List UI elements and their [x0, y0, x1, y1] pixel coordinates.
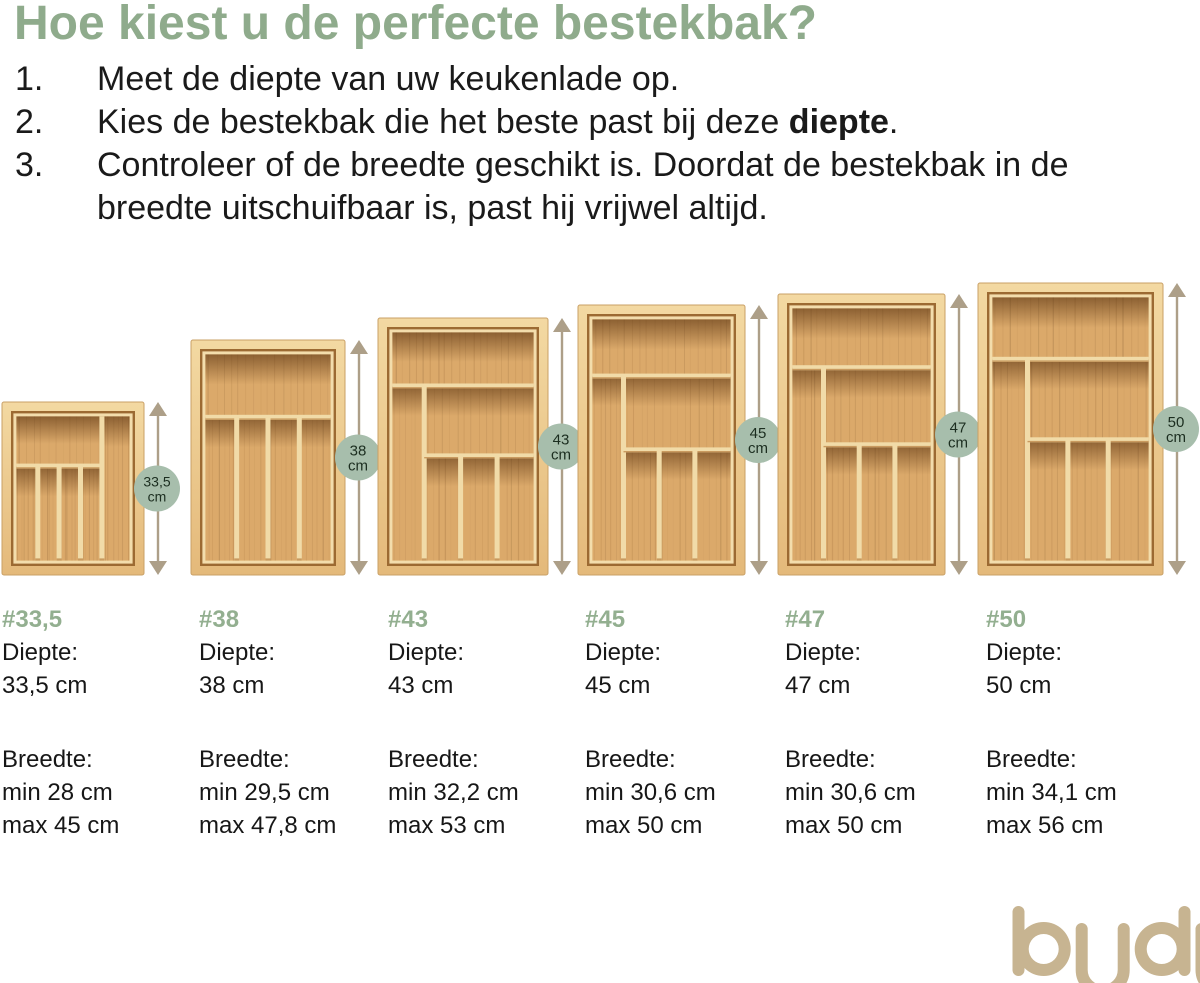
svg-text:cm: cm [551, 447, 571, 464]
svg-text:cm: cm [748, 440, 768, 457]
svg-text:cm: cm [348, 458, 368, 475]
svg-text:cm: cm [148, 489, 167, 505]
svg-text:33,5: 33,5 [143, 474, 170, 490]
svg-text:cm: cm [1166, 429, 1186, 446]
svg-text:cm: cm [948, 435, 968, 452]
